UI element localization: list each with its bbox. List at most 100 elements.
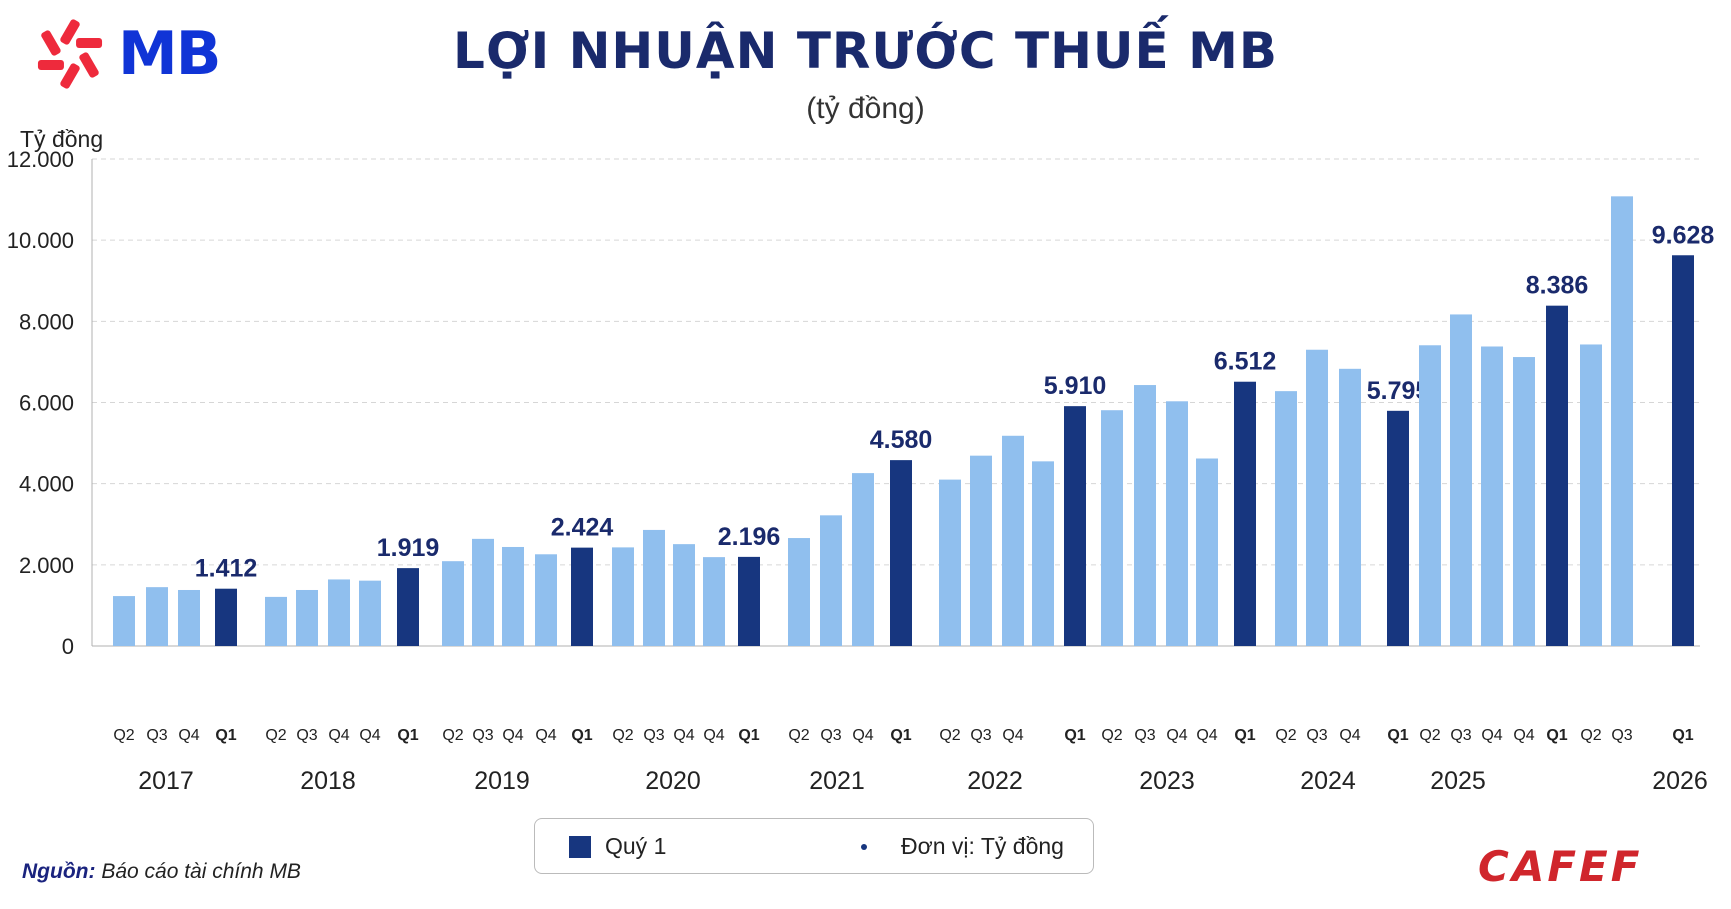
year-label: 2019 [474,767,530,795]
bar-q1 [1672,255,1694,646]
x-tick-label: Q2 [1101,727,1122,744]
bar-quarter [1166,401,1188,646]
bar-q1 [1234,381,1256,646]
y-tick-label: 8.000 [19,309,74,334]
bar-quarter [1339,368,1361,646]
bar-quarter [643,529,665,646]
x-tick-label: Q4 [502,727,523,744]
cafef-logo: CAFEF [1478,842,1643,891]
x-tick-label: Q2 [788,727,809,744]
data-label: 4.580 [870,426,933,454]
x-tick-label: Q4 [535,727,556,744]
chart-subtitle: (tỷ đồng) [806,92,925,125]
year-label: 2023 [1139,767,1195,795]
bar-quarter [673,544,695,646]
bar-quarter [359,580,381,646]
x-tick-label: Q4 [1196,727,1217,744]
y-axis-label: Tỷ đồng [20,126,104,152]
bar-quarter [852,473,874,646]
x-tick-label: Q4 [1513,727,1534,744]
y-tick-label: 6.000 [19,391,74,416]
data-label: 2.424 [551,514,614,542]
source-label: Nguồn: [22,860,96,883]
legend-dot-icon [861,844,867,850]
bar-quarter [1611,196,1633,646]
x-tick-label: Q4 [328,727,349,744]
bar-quarter [113,596,135,646]
mb-logo: MB [32,16,221,92]
data-label: 5.795 [1367,377,1430,405]
bar-quarter [1134,385,1156,646]
year-label: 2017 [138,767,194,795]
bar-quarter [939,479,961,646]
x-tick-label: Q1 [1672,727,1693,744]
x-tick-label: Q2 [113,727,134,744]
bar-quarter [1306,349,1328,646]
x-tick-label: Q1 [397,727,418,744]
x-tick-label: Q1 [890,727,911,744]
x-tick-label: Q2 [265,727,286,744]
data-label: 9.628 [1652,221,1715,249]
bar-q1 [397,568,419,646]
x-tick-label: Q2 [939,727,960,744]
x-tick-label: Q4 [1002,727,1023,744]
x-tick-label: Q1 [1387,727,1408,744]
bar-q1 [215,588,237,646]
bar-quarter [328,579,350,646]
data-label: 6.512 [1214,348,1277,376]
bar-quarter [1196,458,1218,646]
y-tick-label: 10.000 [7,228,74,253]
bar-q1 [738,556,760,646]
data-label: 1.412 [195,555,258,583]
bar-quarter [472,538,494,646]
bar-quarter [1513,357,1535,646]
bar-quarter [265,596,287,646]
bar-quarter [502,546,524,646]
bar-quarter [1580,344,1602,646]
y-tick-label: 12.000 [7,147,74,172]
bar-quarter [1002,435,1024,646]
x-tick-label: Q4 [852,727,873,744]
x-tick-label: Q2 [1419,727,1440,744]
bar-quarter [146,587,168,646]
data-label: 5.910 [1044,372,1107,400]
bar-q1 [1064,406,1086,646]
bar-quarter [535,554,557,646]
year-label: 2025 [1430,767,1486,795]
bar-quarter [1419,345,1441,646]
x-tick-label: Q3 [643,727,664,744]
x-tick-label: Q2 [1580,727,1601,744]
bar-q1 [1546,305,1568,646]
bar-q1 [890,460,912,646]
year-label: 2021 [809,767,865,795]
x-tick-label: Q1 [1234,727,1255,744]
bar-quarter [178,589,200,646]
bar-quarter [442,561,464,646]
x-tick-label: Q3 [472,727,493,744]
x-tick-label: Q2 [612,727,633,744]
year-label: 2022 [967,767,1023,795]
data-label: 1.919 [377,534,440,562]
bar-quarter [296,589,318,646]
year-label: 2024 [1300,767,1356,795]
bar-quarter [1032,461,1054,646]
bar-quarter [1101,410,1123,646]
data-label: 2.196 [718,523,781,551]
x-tick-label: Q3 [1134,727,1155,744]
x-tick-label: Q3 [296,727,317,744]
x-tick-label: Q3 [1306,727,1327,744]
x-tick-label: Q1 [1546,727,1567,744]
x-tick-label: Q3 [146,727,167,744]
x-tick-label: Q1 [215,727,236,744]
x-tick-label: Q4 [703,727,724,744]
x-tick-label: Q4 [673,727,694,744]
x-tick-label: Q4 [1481,727,1502,744]
x-tick-label: Q4 [178,727,199,744]
legend-q1-label: Quý 1 [605,833,667,859]
profit-bar-chart: 0 2.000 4.000 6.000 8.000 10.000 12.000 Q2 Q3 Q4 Q… [7,147,1715,795]
bar-q1 [1387,410,1409,646]
x-tick-label: Q1 [738,727,759,744]
y-tick-label: 4.000 [19,472,74,497]
x-tick-label: Q3 [970,727,991,744]
x-tick-label: Q3 [820,727,841,744]
